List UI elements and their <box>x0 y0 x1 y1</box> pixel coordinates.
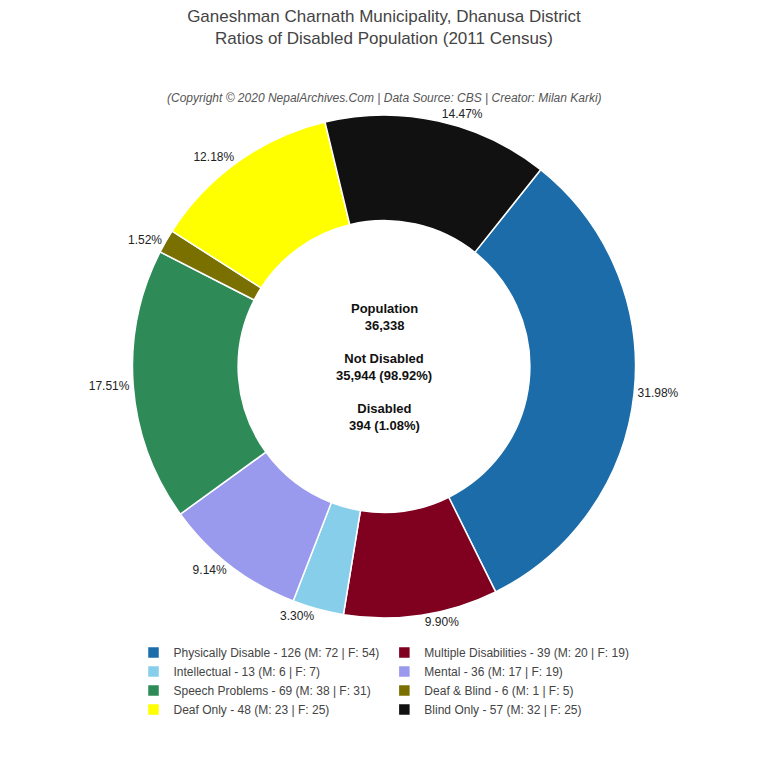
svg-text:Mental - 36 (M: 17 | F: 19): Mental - 36 (M: 17 | F: 19) <box>424 665 563 679</box>
svg-text:Disabled394 (1.08%): Disabled394 (1.08%) <box>349 401 420 433</box>
svg-text:9.14%: 9.14% <box>193 563 227 577</box>
svg-text:12.18%: 12.18% <box>193 150 234 164</box>
svg-text:31.98%: 31.98% <box>638 386 679 400</box>
svg-text:Deaf Only - 48 (M: 23 | F: 25): Deaf Only - 48 (M: 23 | F: 25) <box>174 703 330 717</box>
svg-text:Deaf & Blind - 6 (M: 1 | F: 5): Deaf & Blind - 6 (M: 1 | F: 5) <box>424 684 573 698</box>
svg-text:Speech Problems - 69 (M: 38 |: Speech Problems - 69 (M: 38 | F: 31) <box>174 684 371 698</box>
svg-text:Physically Disable - 126 (M: 7: Physically Disable - 126 (M: 72 | F: 54) <box>174 646 380 660</box>
svg-text:17.51%: 17.51% <box>89 379 130 393</box>
svg-text:14.47%: 14.47% <box>442 107 483 121</box>
svg-text:Blind Only - 57 (M: 32 | F: 25: Blind Only - 57 (M: 32 | F: 25) <box>424 703 581 717</box>
svg-text:Intellectual - 13 (M: 6 | F: 7: Intellectual - 13 (M: 6 | F: 7) <box>174 665 321 679</box>
svg-text:3.30%: 3.30% <box>280 609 314 623</box>
svg-text:Population36,338: Population36,338 <box>351 301 418 333</box>
svg-text:Not Disabled35,944 (98.92%): Not Disabled35,944 (98.92%) <box>336 351 432 383</box>
svg-text:9.90%: 9.90% <box>425 615 459 629</box>
svg-text:Ganeshman Charnath Municipalit: Ganeshman Charnath Municipality, Dhanusa… <box>187 7 581 48</box>
svg-text:(Copyright © 2020 NepalArchive: (Copyright © 2020 NepalArchives.Com | Da… <box>167 91 602 105</box>
svg-text:Multiple Disabilities - 39 (M:: Multiple Disabilities - 39 (M: 20 | F: 1… <box>424 646 629 660</box>
svg-text:1.52%: 1.52% <box>128 233 162 247</box>
